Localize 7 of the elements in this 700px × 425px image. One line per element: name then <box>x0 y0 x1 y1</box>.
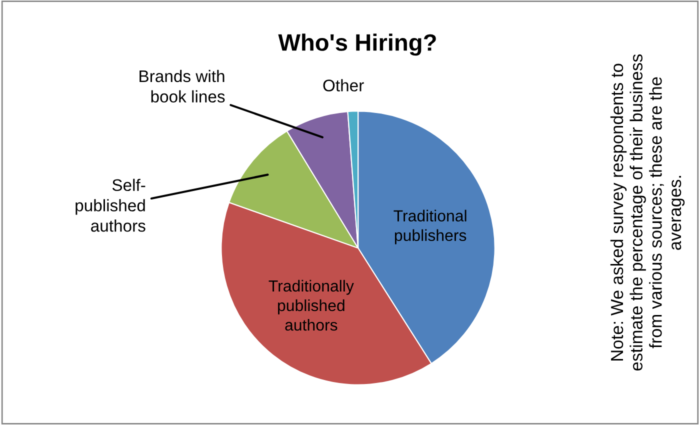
slice-label: Traditional publishers <box>394 210 466 244</box>
slice-label: Traditionally published authors <box>268 280 354 331</box>
slice-label: Other <box>323 79 364 92</box>
slice-label: Brands with book lines <box>140 70 225 103</box>
text: Note: We asked survey respondents to estimate the percentage of their business from various sources; these are the averages. <box>610 54 685 371</box>
slice-label: Self- published authors <box>76 178 146 232</box>
chart-title: Who's Hiring? <box>278 34 436 56</box>
